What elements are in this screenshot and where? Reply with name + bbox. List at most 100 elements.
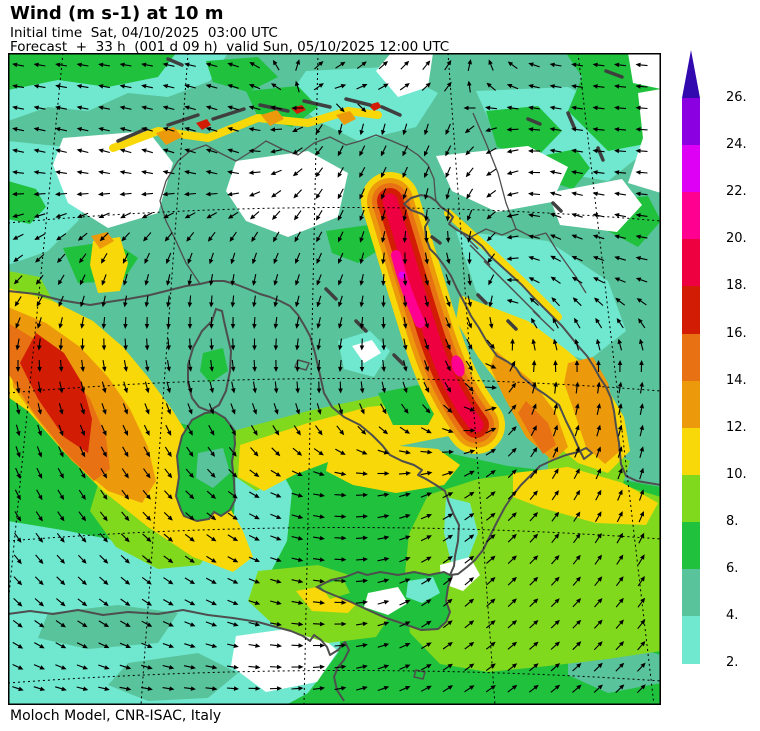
wind-arrow-head bbox=[467, 280, 472, 286]
wind-arrow-head bbox=[614, 127, 620, 132]
wind-arrow bbox=[186, 424, 191, 432]
wind-arrow bbox=[318, 295, 322, 303]
wind-arrow bbox=[16, 254, 24, 260]
wind-arrow-head bbox=[188, 430, 193, 436]
wind-arrow bbox=[270, 557, 278, 561]
wind-arrow bbox=[378, 63, 385, 70]
wind-arrow-head bbox=[38, 494, 43, 501]
wind-arrow-head bbox=[341, 686, 347, 691]
colorbar-tick-label: 16. bbox=[726, 325, 747, 341]
wind-arrow bbox=[597, 107, 605, 110]
wind-arrow bbox=[445, 295, 449, 303]
wind-arrow bbox=[145, 150, 153, 154]
wind-arrow bbox=[421, 666, 428, 671]
wind-arrow bbox=[511, 192, 519, 195]
wind-arrow bbox=[639, 472, 643, 480]
wind-arrow bbox=[249, 491, 256, 496]
wind-arrow-head bbox=[426, 492, 433, 497]
wind-arrow-head bbox=[467, 80, 472, 86]
wind-arrow bbox=[164, 446, 170, 454]
wind-arrow-head bbox=[17, 580, 23, 586]
wind-arrow-head bbox=[123, 366, 128, 372]
wind-arrow bbox=[122, 424, 127, 432]
wind-arrow bbox=[78, 533, 84, 540]
wind-arrow-head bbox=[101, 280, 106, 286]
wind-arrow-head bbox=[233, 664, 239, 670]
wind-arrow bbox=[253, 171, 261, 174]
wind-arrow-head bbox=[297, 493, 304, 498]
wind-arrow-head bbox=[511, 576, 517, 582]
wind-arrow-head bbox=[80, 451, 86, 458]
wind-arrow-head bbox=[168, 622, 174, 627]
wind-arrow bbox=[382, 145, 387, 153]
wind-arrow-head bbox=[359, 150, 364, 157]
colorbar-segment bbox=[682, 380, 700, 429]
wind-arrow bbox=[141, 598, 149, 604]
italy-coastline bbox=[8, 194, 661, 576]
wind-arrow-head bbox=[212, 664, 218, 670]
wind-arrow bbox=[210, 212, 217, 217]
wind-arrow bbox=[227, 621, 235, 625]
wind-arrow bbox=[554, 236, 562, 240]
wind-arrow-head bbox=[424, 194, 429, 200]
wind-arrow bbox=[640, 107, 648, 110]
wind-arrow-head bbox=[424, 387, 430, 393]
wind-arrow bbox=[248, 665, 256, 668]
wind-arrow bbox=[597, 386, 600, 394]
wind-arrow bbox=[533, 364, 535, 373]
wind-arrow bbox=[102, 85, 111, 89]
wind-arrow-head bbox=[381, 215, 386, 222]
wind-arrow bbox=[274, 169, 282, 174]
wind-arrow-head bbox=[188, 451, 194, 457]
wind-arrow bbox=[163, 577, 170, 583]
wind-arrow-head bbox=[230, 280, 236, 286]
wind-arrow bbox=[296, 189, 303, 196]
wind-arrow-head bbox=[383, 664, 390, 669]
wind-arrow-head bbox=[506, 234, 512, 240]
wind-arrow bbox=[81, 274, 86, 282]
wind-arrow bbox=[59, 64, 67, 67]
wind-arrow-head bbox=[190, 643, 196, 648]
wind-arrow-head bbox=[298, 579, 304, 584]
wind-arrow-head bbox=[146, 622, 153, 627]
wind-arrow bbox=[532, 107, 540, 110]
wind-arrow bbox=[100, 489, 106, 497]
wind-arrow bbox=[56, 598, 63, 604]
wind-arrow-head bbox=[232, 472, 238, 478]
wind-arrow bbox=[421, 601, 428, 607]
wind-arrow bbox=[335, 448, 342, 453]
wind-arrow-head bbox=[614, 105, 620, 111]
wind-arrow-head bbox=[59, 473, 64, 479]
wind-arrow bbox=[404, 145, 408, 153]
wind-arrow bbox=[120, 533, 127, 540]
wind-arrow bbox=[356, 449, 364, 453]
wind-arrow-head bbox=[532, 425, 537, 431]
wind-arrow-head bbox=[360, 409, 365, 415]
wind-arrow-head bbox=[55, 62, 61, 68]
wind-arrow-head bbox=[445, 172, 450, 178]
wind-arrow-head bbox=[77, 235, 84, 241]
wind-arrow bbox=[250, 447, 256, 454]
wind-arrow bbox=[227, 599, 235, 604]
wind-arrow-head bbox=[341, 600, 347, 605]
wind-arrow-head bbox=[16, 473, 21, 479]
wind-arrow bbox=[399, 515, 407, 519]
wind-arrow bbox=[253, 231, 259, 239]
wind-arrow bbox=[205, 599, 213, 604]
wind-arrow bbox=[511, 213, 519, 217]
wind-arrow bbox=[187, 403, 191, 411]
wind-arrow bbox=[79, 424, 84, 432]
wind-arrow bbox=[334, 471, 342, 475]
wind-arrow bbox=[16, 381, 19, 389]
wind-arrow-head bbox=[426, 514, 432, 519]
wind-arrow bbox=[124, 128, 132, 132]
wind-arrow-head bbox=[125, 622, 131, 627]
wind-arrow bbox=[167, 150, 175, 154]
wind-arrow bbox=[313, 471, 321, 475]
wind-arrow-head bbox=[636, 298, 642, 303]
wind-arrow-head bbox=[618, 467, 623, 474]
forecast-valid-line: Forecast + 33 h (001 d 09 h) valid Sun, … bbox=[10, 39, 450, 55]
wind-arrow bbox=[232, 295, 235, 303]
wind-arrow bbox=[227, 490, 235, 497]
wind-arrow-head bbox=[485, 127, 491, 132]
